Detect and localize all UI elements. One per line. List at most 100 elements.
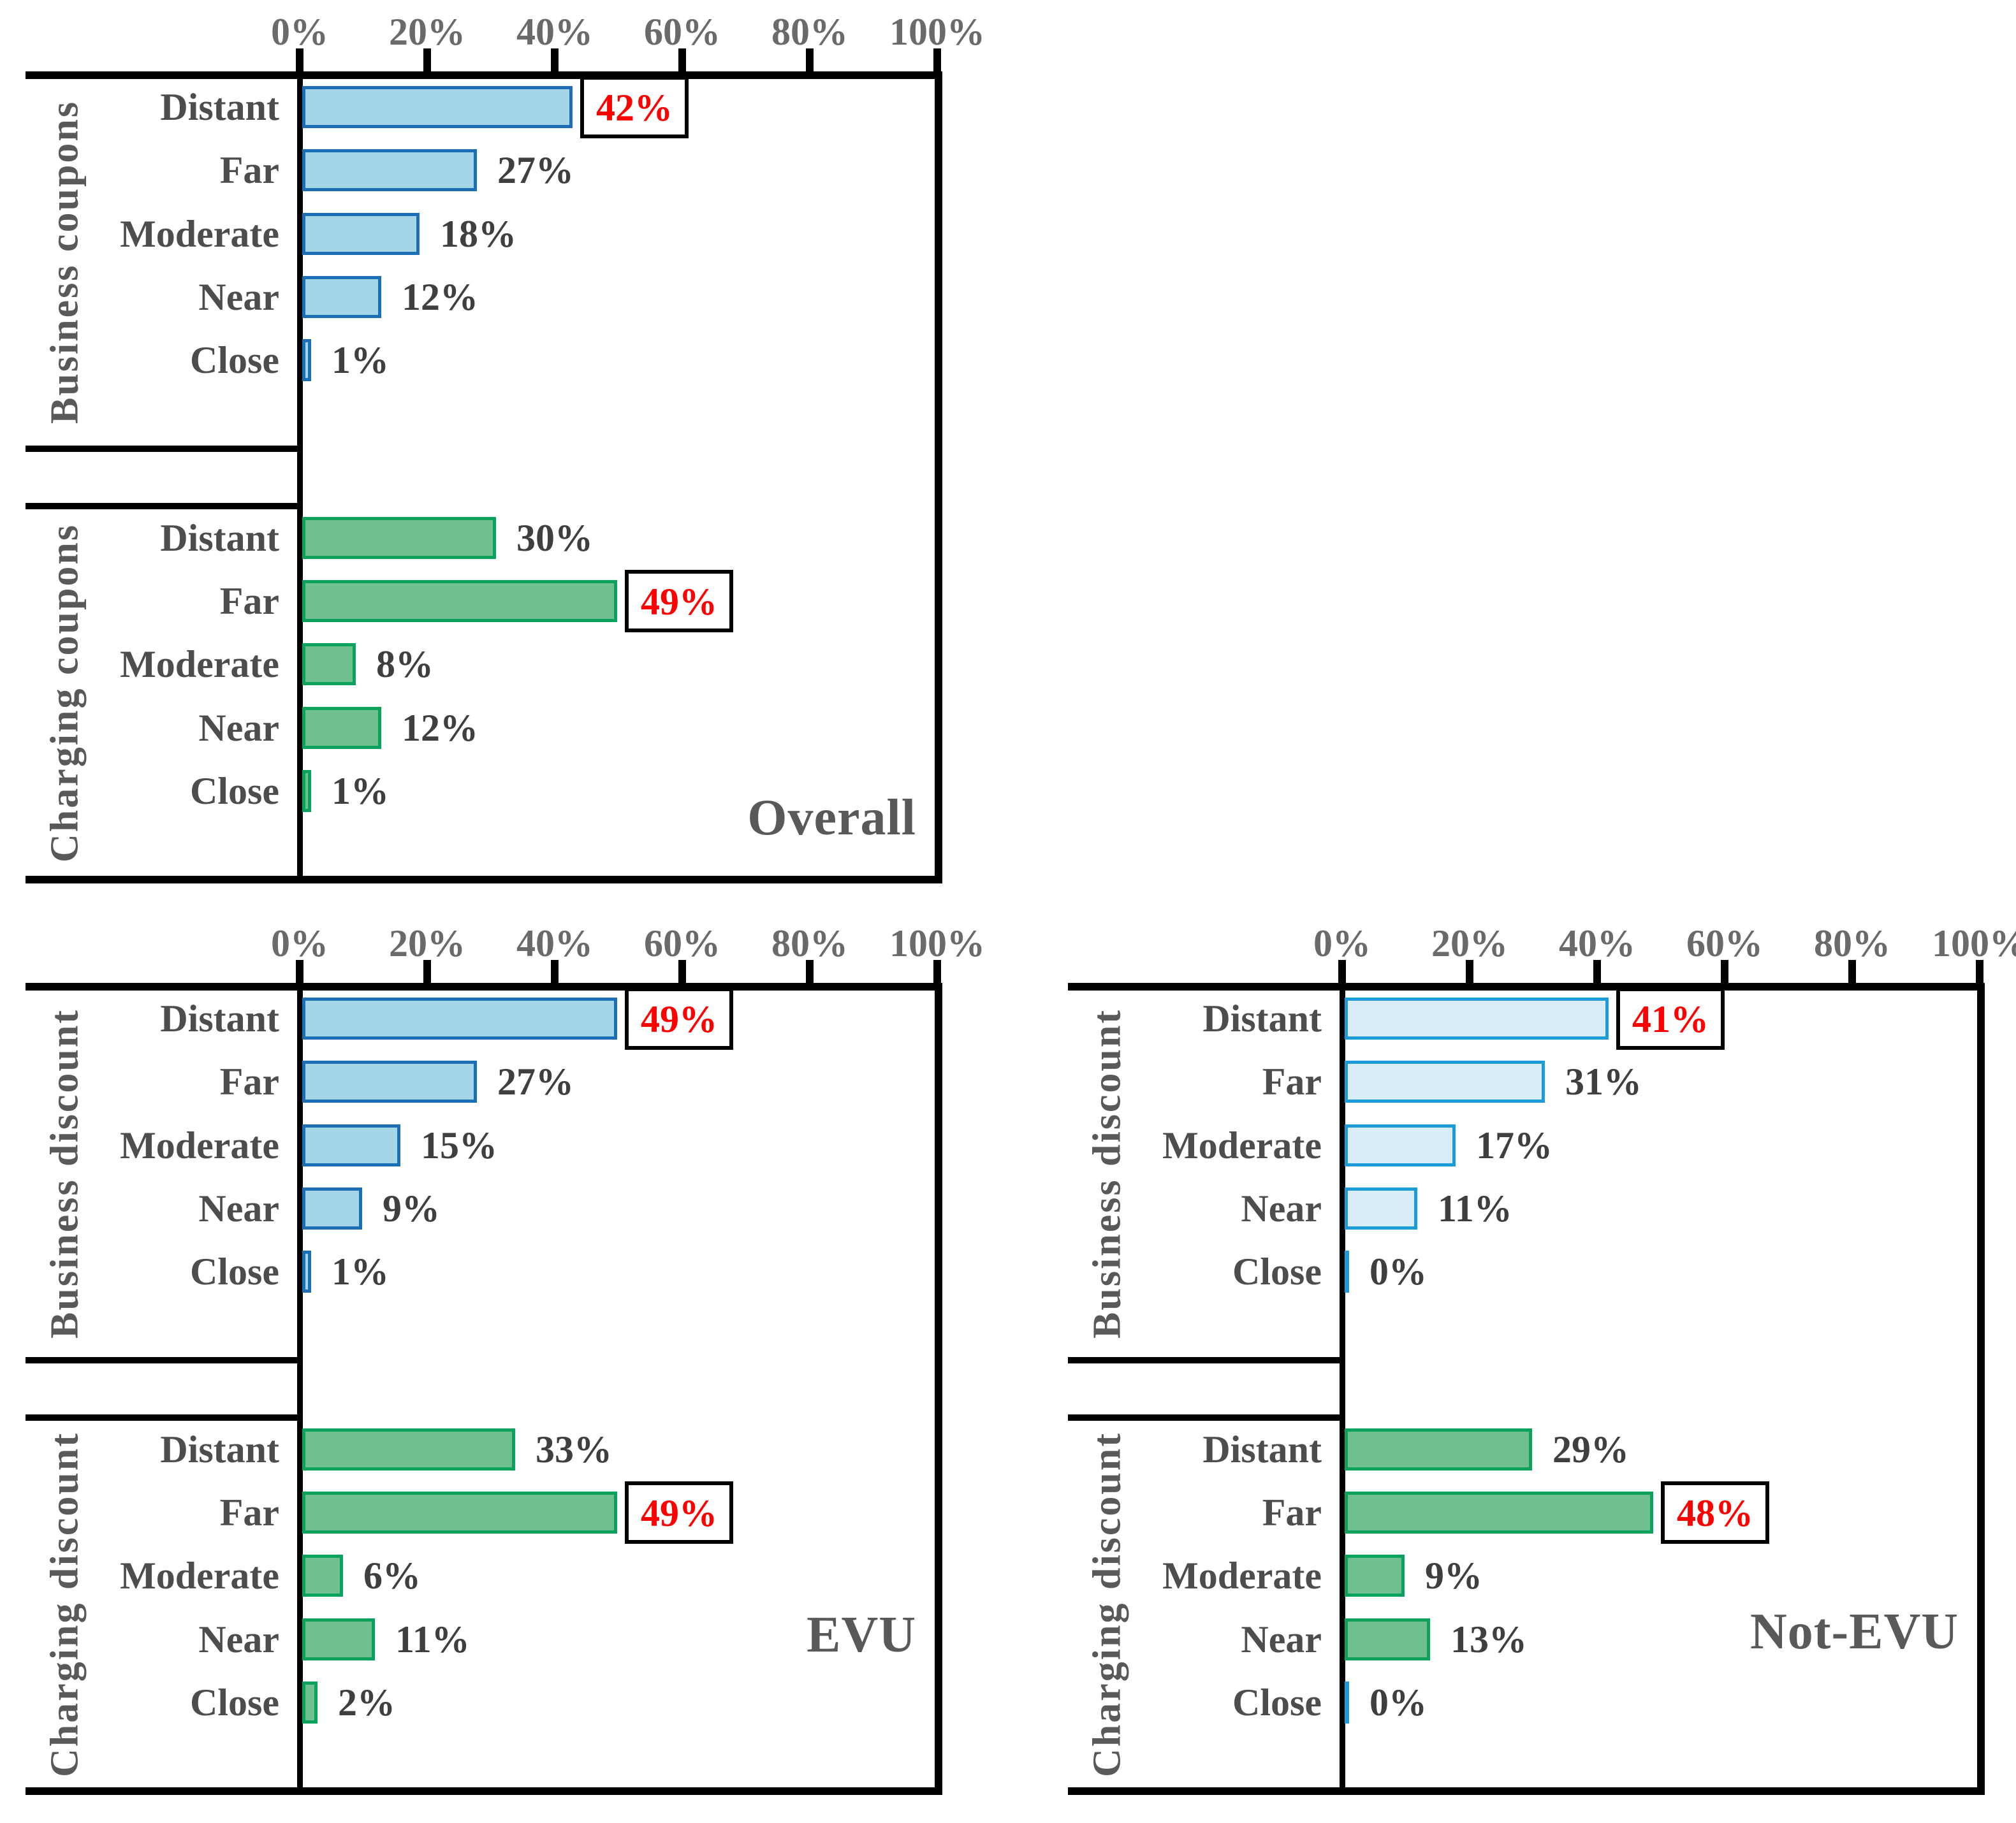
- x-axis-tick-mark: [551, 48, 559, 73]
- panel-bottom-border: [26, 876, 942, 883]
- category-label: Close: [190, 1681, 279, 1724]
- panel-title: EVU: [807, 1607, 916, 1663]
- bar-far: [302, 1492, 617, 1534]
- bar-far: [302, 580, 617, 623]
- bar-near: [302, 1187, 362, 1230]
- bar-distant: [302, 1428, 515, 1471]
- x-axis-tick-label: 0%: [1313, 922, 1371, 964]
- bar-close: [302, 770, 311, 813]
- highlighted-value-box: 42%: [580, 75, 689, 138]
- x-axis-tick-label: 60%: [1686, 922, 1763, 964]
- value-label: 18%: [440, 212, 516, 255]
- group-box-divider: [1068, 1357, 1342, 1364]
- value-label: 31%: [1565, 1061, 1642, 1103]
- value-label: 15%: [421, 1124, 497, 1166]
- category-label: Far: [219, 149, 279, 192]
- x-axis-tick-mark: [296, 960, 303, 984]
- category-label: Near: [1241, 1187, 1322, 1230]
- x-axis-tick-label: 0%: [271, 922, 328, 964]
- category-label: Distant: [1202, 1428, 1322, 1471]
- highlighted-value-box: 48%: [1661, 1481, 1769, 1544]
- x-axis-tick-label: 80%: [1814, 922, 1890, 964]
- panel-top-border: [26, 71, 942, 79]
- value-label: 17%: [1476, 1124, 1552, 1166]
- bar-near: [302, 1618, 375, 1660]
- bar-near: [302, 275, 381, 318]
- category-label: Moderate: [1162, 1124, 1322, 1166]
- category-label: Distant: [160, 85, 279, 128]
- category-label: Near: [198, 275, 279, 318]
- bar-near: [1345, 1618, 1430, 1660]
- panel-right-border: [935, 71, 942, 883]
- bar-moderate: [302, 1124, 400, 1166]
- x-axis-tick-label: 60%: [644, 922, 720, 964]
- category-label: Moderate: [1162, 1555, 1322, 1597]
- bar-distant: [1345, 1428, 1532, 1471]
- x-axis-tick-label: 20%: [389, 922, 465, 964]
- x-axis-tick-mark: [1593, 960, 1601, 984]
- bar-distant: [302, 997, 617, 1040]
- category-label: Near: [198, 706, 279, 749]
- bar-close: [302, 1251, 311, 1293]
- value-label: 30%: [516, 516, 593, 559]
- x-axis-tick-label: 80%: [771, 11, 848, 53]
- highlighted-value-box: 49%: [625, 1481, 733, 1544]
- panel-top-border: [26, 983, 942, 991]
- bar-distant: [302, 516, 496, 559]
- x-axis-tick-label: 100%: [889, 922, 985, 964]
- value-label: 11%: [395, 1618, 470, 1660]
- x-axis-tick-mark: [678, 48, 686, 73]
- category-label: Moderate: [120, 643, 279, 686]
- group-box-divider: [26, 1414, 300, 1421]
- group-box-divider: [1068, 1414, 1342, 1421]
- category-label: Moderate: [120, 1555, 279, 1597]
- x-axis-tick-mark: [1976, 960, 1983, 984]
- bar-moderate: [302, 1555, 343, 1597]
- bar-close: [1345, 1251, 1349, 1293]
- x-axis-tick-label: 0%: [271, 11, 328, 53]
- group-box-divider: [26, 446, 300, 453]
- category-label: Near: [198, 1618, 279, 1660]
- group-box-divider: [26, 1357, 300, 1364]
- bar-moderate: [302, 212, 420, 255]
- x-axis-tick-mark: [296, 48, 303, 73]
- value-label: 1%: [332, 1251, 389, 1293]
- bar-distant: [1345, 997, 1609, 1040]
- bar-near: [1345, 1187, 1417, 1230]
- y-axis-line: [1340, 983, 1345, 1795]
- category-label: Distant: [1202, 997, 1322, 1040]
- bar-far: [1345, 1492, 1653, 1534]
- bar-near: [302, 706, 381, 749]
- y-axis-line: [297, 71, 303, 883]
- category-label: Near: [198, 1187, 279, 1230]
- value-label: 9%: [1425, 1555, 1482, 1597]
- x-axis-tick-mark: [806, 48, 814, 73]
- x-axis-tick-mark: [1466, 960, 1473, 984]
- category-label: Far: [219, 580, 279, 623]
- bar-far: [302, 149, 477, 192]
- x-axis-tick-mark: [423, 960, 431, 984]
- x-axis-tick-label: 100%: [1932, 922, 2016, 964]
- x-axis-tick-label: 40%: [1559, 922, 1635, 964]
- value-label: 2%: [338, 1681, 395, 1724]
- category-label: Distant: [160, 997, 279, 1040]
- value-label: 12%: [402, 706, 478, 749]
- x-axis-tick-mark: [1338, 960, 1346, 984]
- category-label: Far: [1262, 1492, 1322, 1534]
- x-axis-tick-label: 40%: [516, 11, 593, 53]
- value-label: 8%: [376, 643, 434, 686]
- category-label: Distant: [160, 516, 279, 559]
- x-axis-tick-mark: [1848, 960, 1856, 984]
- x-axis-tick-label: 20%: [1431, 922, 1508, 964]
- x-axis-tick-label: 80%: [771, 922, 848, 964]
- category-label: Distant: [160, 1428, 279, 1471]
- highlighted-value-box: 49%: [625, 570, 733, 633]
- x-axis-tick-mark: [933, 48, 941, 73]
- x-axis-tick-mark: [423, 48, 431, 73]
- value-label: 1%: [332, 770, 389, 813]
- value-label: 27%: [497, 149, 574, 192]
- x-axis-tick-label: 60%: [644, 11, 720, 53]
- value-label: 27%: [497, 1061, 574, 1103]
- x-axis-tick-mark: [551, 960, 559, 984]
- y-axis-line: [297, 983, 303, 1795]
